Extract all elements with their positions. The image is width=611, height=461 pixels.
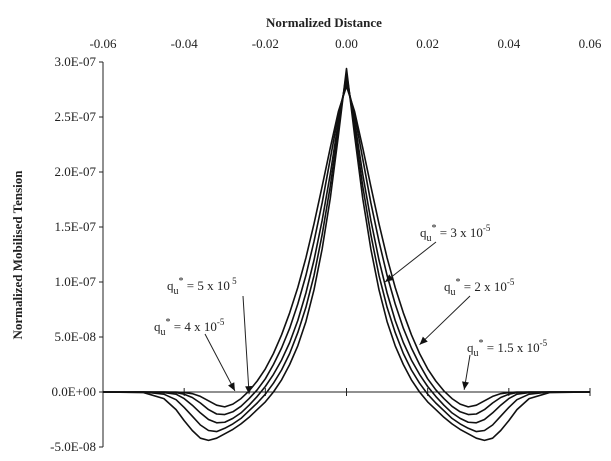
series-line-2 — [103, 81, 590, 416]
y-ticks: 3.0E-07 2.5E-07 2.0E-07 1.5E-07 1.0E-07 5.0E-… — [50, 54, 103, 454]
x-tick-label: 0.04 — [497, 36, 520, 51]
x-tick-label: 0.02 — [416, 36, 439, 51]
annotations: qu* = 1.5 x 10-5 qu* = 2 x 10-5 qu* = 3 x … — [154, 223, 548, 395]
annotation-leader-2 — [419, 295, 471, 346]
y-tick-label: 3.0E-07 — [54, 54, 96, 69]
y-tick-label: 1.0E-07 — [54, 274, 96, 289]
x-tick-label: 0.00 — [335, 36, 358, 51]
x-tick-label: -0.06 — [89, 36, 117, 51]
y-tick-label: -5.0E-08 — [50, 439, 96, 454]
y-tick-label: 0.0E+00 — [51, 384, 96, 399]
annotation-arrowhead-2 — [419, 336, 428, 345]
y-axis-title: Normalized Mobilised Tension — [10, 170, 25, 340]
annotation-arrowhead-4 — [228, 382, 235, 391]
x-tick-label: -0.02 — [252, 36, 279, 51]
annotation-label-3: qu* = 3 x 10-5 — [420, 223, 491, 244]
series-line-1 — [103, 85, 590, 408]
y-tick-label: 1.5E-07 — [54, 219, 96, 234]
annotation-arrowhead-1 — [462, 381, 469, 390]
annotation-label-4: qu* = 4 x 10-5 — [154, 317, 225, 338]
annotation-arrowhead-3 — [385, 274, 394, 282]
series-group — [102, 67, 591, 442]
x-axis-title: Normalized Distance — [266, 15, 382, 30]
x-ticks: -0.06 -0.04 -0.02 0.00 0.02 0.04 0.06 — [89, 36, 602, 396]
y-tick-label: 5.0E-08 — [54, 329, 96, 344]
x-tick-label: -0.04 — [171, 36, 199, 51]
annotation-leader-4 — [204, 333, 236, 392]
x-tick-label: 0.06 — [579, 36, 602, 51]
series-line-5 — [102, 67, 591, 442]
annotation-arrowhead-5 — [245, 385, 253, 395]
y-tick-label: 2.0E-07 — [54, 164, 96, 179]
annotation-label-5: qu* = 5 x 10 5 — [167, 276, 237, 297]
y-tick-label: 2.5E-07 — [54, 109, 96, 124]
annotation-label-2: qu* = 2 x 10-5 — [444, 277, 515, 298]
annotation-label-1: qu* = 1.5 x 10-5 — [467, 338, 548, 359]
annotation-leader-3 — [384, 241, 437, 283]
series-line-4 — [103, 72, 590, 433]
series-line-3 — [103, 76, 590, 424]
annotation-leader-5 — [242, 295, 250, 395]
